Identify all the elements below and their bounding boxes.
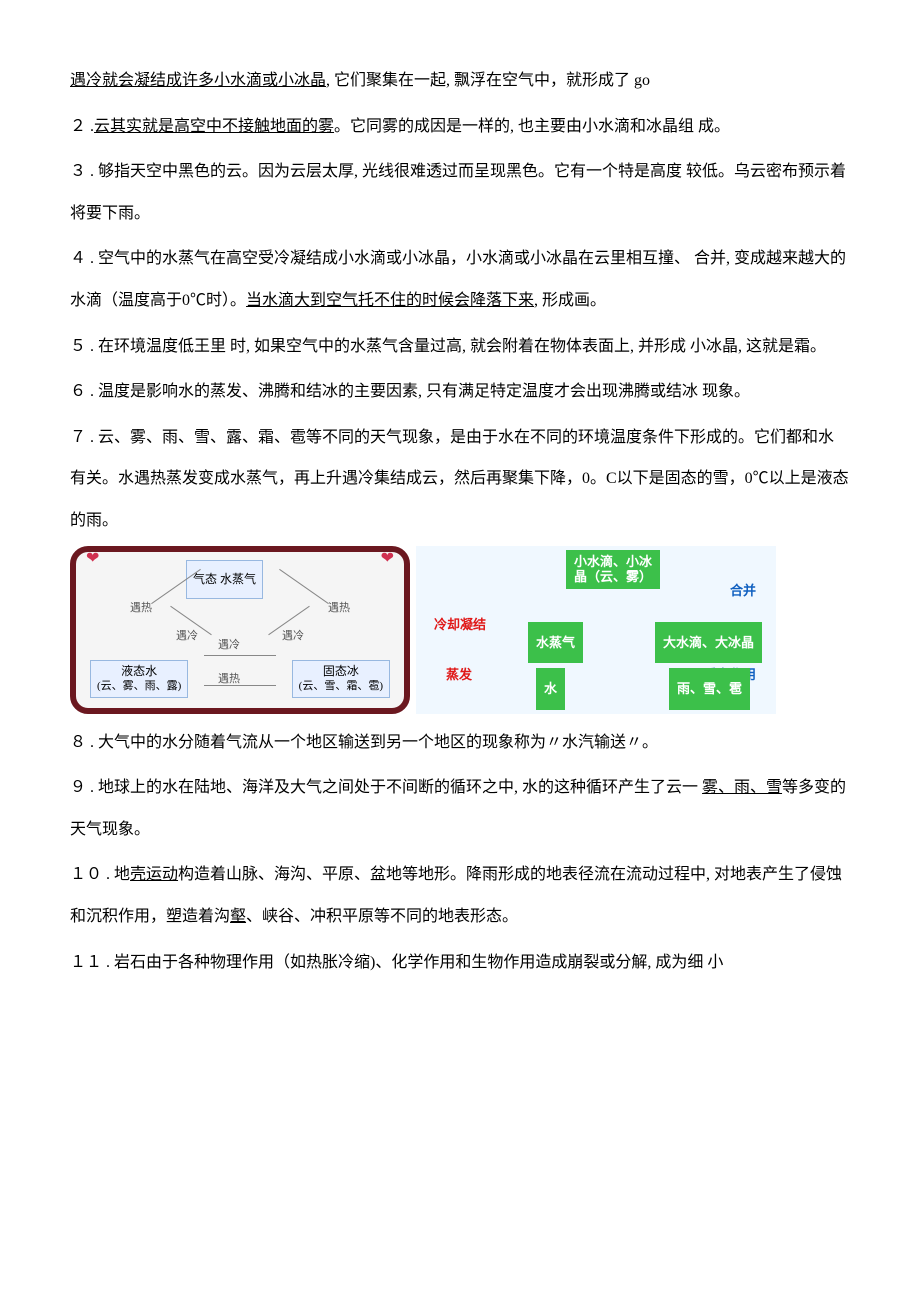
lbl-cold-2: 遇冷 [282, 622, 304, 651]
p2-underline: 云其实就是高空中不接触地面的雾 [94, 118, 334, 135]
arrow-mid-b [204, 685, 276, 686]
p1-text: , 它们聚集在一起, 飘浮在空气中，就形成了 go [326, 72, 650, 89]
paragraph-10: １０ . 地壳运动构造着山脉、海沟、平原、盆地等地形。降雨形成的地表径流在流动过… [70, 854, 850, 937]
box-solid-l1: 固态冰 [299, 664, 383, 680]
p6-num: ６ [70, 383, 86, 400]
p11-num: １１ [70, 954, 102, 971]
paragraph-8: ８ . 大气中的水分随着气流从一个地区输送到另一个地区的现象称为〃水汽输送〃。 [70, 722, 850, 764]
p4-num: ４ [70, 250, 86, 267]
paragraph-1: 遇冷就会凝结成许多小水滴或小冰晶, 它们聚集在一起, 飘浮在空气中，就形成了 g… [70, 60, 850, 102]
p8-num: ８ [70, 734, 86, 751]
box-liquid-l1: 液态水 [97, 664, 181, 680]
lbl-hot-2: 遇热 [328, 594, 350, 623]
p10-u2: 壑 [230, 908, 246, 925]
paragraph-3: ３ . 够指天空中黑色的云。因为云层太厚, 光线很难透过而呈现黑色。它有一个特是… [70, 151, 850, 234]
lbl-hot-1: 遇热 [130, 594, 152, 623]
lbl-hot-3: 遇热 [218, 665, 240, 694]
paragraph-11: １１ . 岩石由于各种物理作用（如热胀冷缩)、化学作用和生物作用造成崩裂或分解,… [70, 942, 850, 984]
paragraph-4: ４ . 空气中的水蒸气在高空受冷凝结成小水滴或小冰晶，小水滴或小冰晶在云里相互撞… [70, 238, 850, 321]
paragraph-6: ６ . 温度是影响水的蒸发、沸腾和结冰的主要因素, 只有满足特定温度才会出现沸腾… [70, 371, 850, 413]
small-drops-l1: 小水滴、小冰 [574, 554, 652, 570]
p1-underline: 遇冷就会凝结成许多小水滴或小冰晶 [70, 72, 326, 89]
p9-underline: 雾、雨、雪 [702, 779, 782, 796]
diagram-row: ❤ ❤ 气态 水蒸气 液态水 (云、雾、雨、露) 固态冰 (云、雪、霜、雹) 遇… [70, 546, 850, 714]
box-solid-l2: (云、雪、霜、雹) [299, 679, 383, 693]
box-small-drops: 小水滴、小冰 晶（云、雾） [566, 550, 660, 589]
arrow-mid-t [204, 655, 276, 656]
p4-underline: 当水滴大到空气托不住的时候会降落下来 [246, 292, 534, 309]
arrow-tr [279, 568, 329, 603]
p9-a: . 地球上的水在陆地、海洋及大气之间处于不间断的循环之中, 水的这种循环产生了云… [86, 779, 702, 796]
box-vapor: 水蒸气 [528, 622, 583, 664]
paragraph-9: ９ . 地球上的水在陆地、海洋及大气之间处于不间断的循环之中, 水的这种循环产生… [70, 767, 850, 850]
small-drops-l2: 晶（云、雾） [574, 569, 652, 585]
p10-a: . 地 [102, 866, 130, 883]
p10-c: 、峡谷、冲积平原等不同的地表形态。 [246, 908, 518, 925]
lbl-cool: 冷却凝结 [434, 608, 486, 642]
paragraph-2: ２ .云其实就是高空中不接触地面的雾。它同雾的成因是一样的, 也主要由小水滴和冰… [70, 106, 850, 148]
lbl-cold-1: 遇冷 [176, 622, 198, 651]
paragraph-7: ７ . 云、雾、雨、雪、露、霜、雹等不同的天气现象，是由于水在不同的环境温度条件… [70, 417, 850, 542]
p8-text: . 大气中的水分随着气流从一个地区输送到另一个地区的现象称为〃水汽输送〃。 [86, 734, 658, 751]
box-solid: 固态冰 (云、雪、霜、雹) [292, 660, 390, 698]
box-liquid-l2: (云、雾、雨、露) [97, 679, 181, 693]
box-water: 水 [536, 668, 565, 710]
p11-text: . 岩石由于各种物理作用（如热胀冷缩)、化学作用和生物作用造成崩裂或分解, 成为… [102, 954, 723, 971]
p3-text: . 够指天空中黑色的云。因为云层太厚, 光线很难透过而呈现黑色。它有一个特是高度… [70, 163, 846, 222]
box-rain: 雨、雪、雹 [669, 668, 750, 710]
heart-icon-right: ❤ [381, 538, 394, 580]
diagram-left: ❤ ❤ 气态 水蒸气 液态水 (云、雾、雨、露) 固态冰 (云、雪、霜、雹) 遇… [70, 546, 410, 714]
paragraph-5: ５ . 在环境温度低王里 时, 如果空气中的水蒸气含量过高, 就会附着在物体表面… [70, 326, 850, 368]
p10-u: 壳运动 [130, 866, 178, 883]
p3-num: ３ [70, 163, 86, 180]
p10-num: １０ [70, 866, 102, 883]
p5-text: . 在环境温度低王里 时, 如果空气中的水蒸气含量过高, 就会附着在物体表面上,… [86, 338, 826, 355]
p2-a: . [86, 118, 94, 135]
p4-b: , 形成画。 [534, 292, 606, 309]
box-gas: 气态 水蒸气 [186, 560, 263, 599]
p2-b: 。它同雾的成因是一样的, 也主要由小水滴和冰晶组 成。 [334, 118, 730, 135]
p5-num: ５ [70, 338, 86, 355]
lbl-merge: 合并 [730, 574, 756, 608]
diagram-right: 小水滴、小冰 晶（云、雾） 合并 冷却凝结 水蒸气 大水滴、大冰晶 蒸发 重力作… [416, 546, 776, 714]
p9-num: ９ [70, 779, 86, 796]
p6-text: . 温度是影响水的蒸发、沸腾和结冰的主要因素, 只有满足特定温度才会出现沸腾或结… [86, 383, 750, 400]
box-liquid: 液态水 (云、雾、雨、露) [90, 660, 188, 698]
heart-icon-left: ❤ [86, 538, 99, 580]
lbl-evap: 蒸发 [446, 658, 472, 692]
p7-num: ７ [70, 429, 86, 446]
p7-text: . 云、雾、雨、雪、露、霜、雹等不同的天气现象，是由于水在不同的环境温度条件下形… [70, 429, 849, 529]
p2-num: ２ [70, 118, 86, 135]
